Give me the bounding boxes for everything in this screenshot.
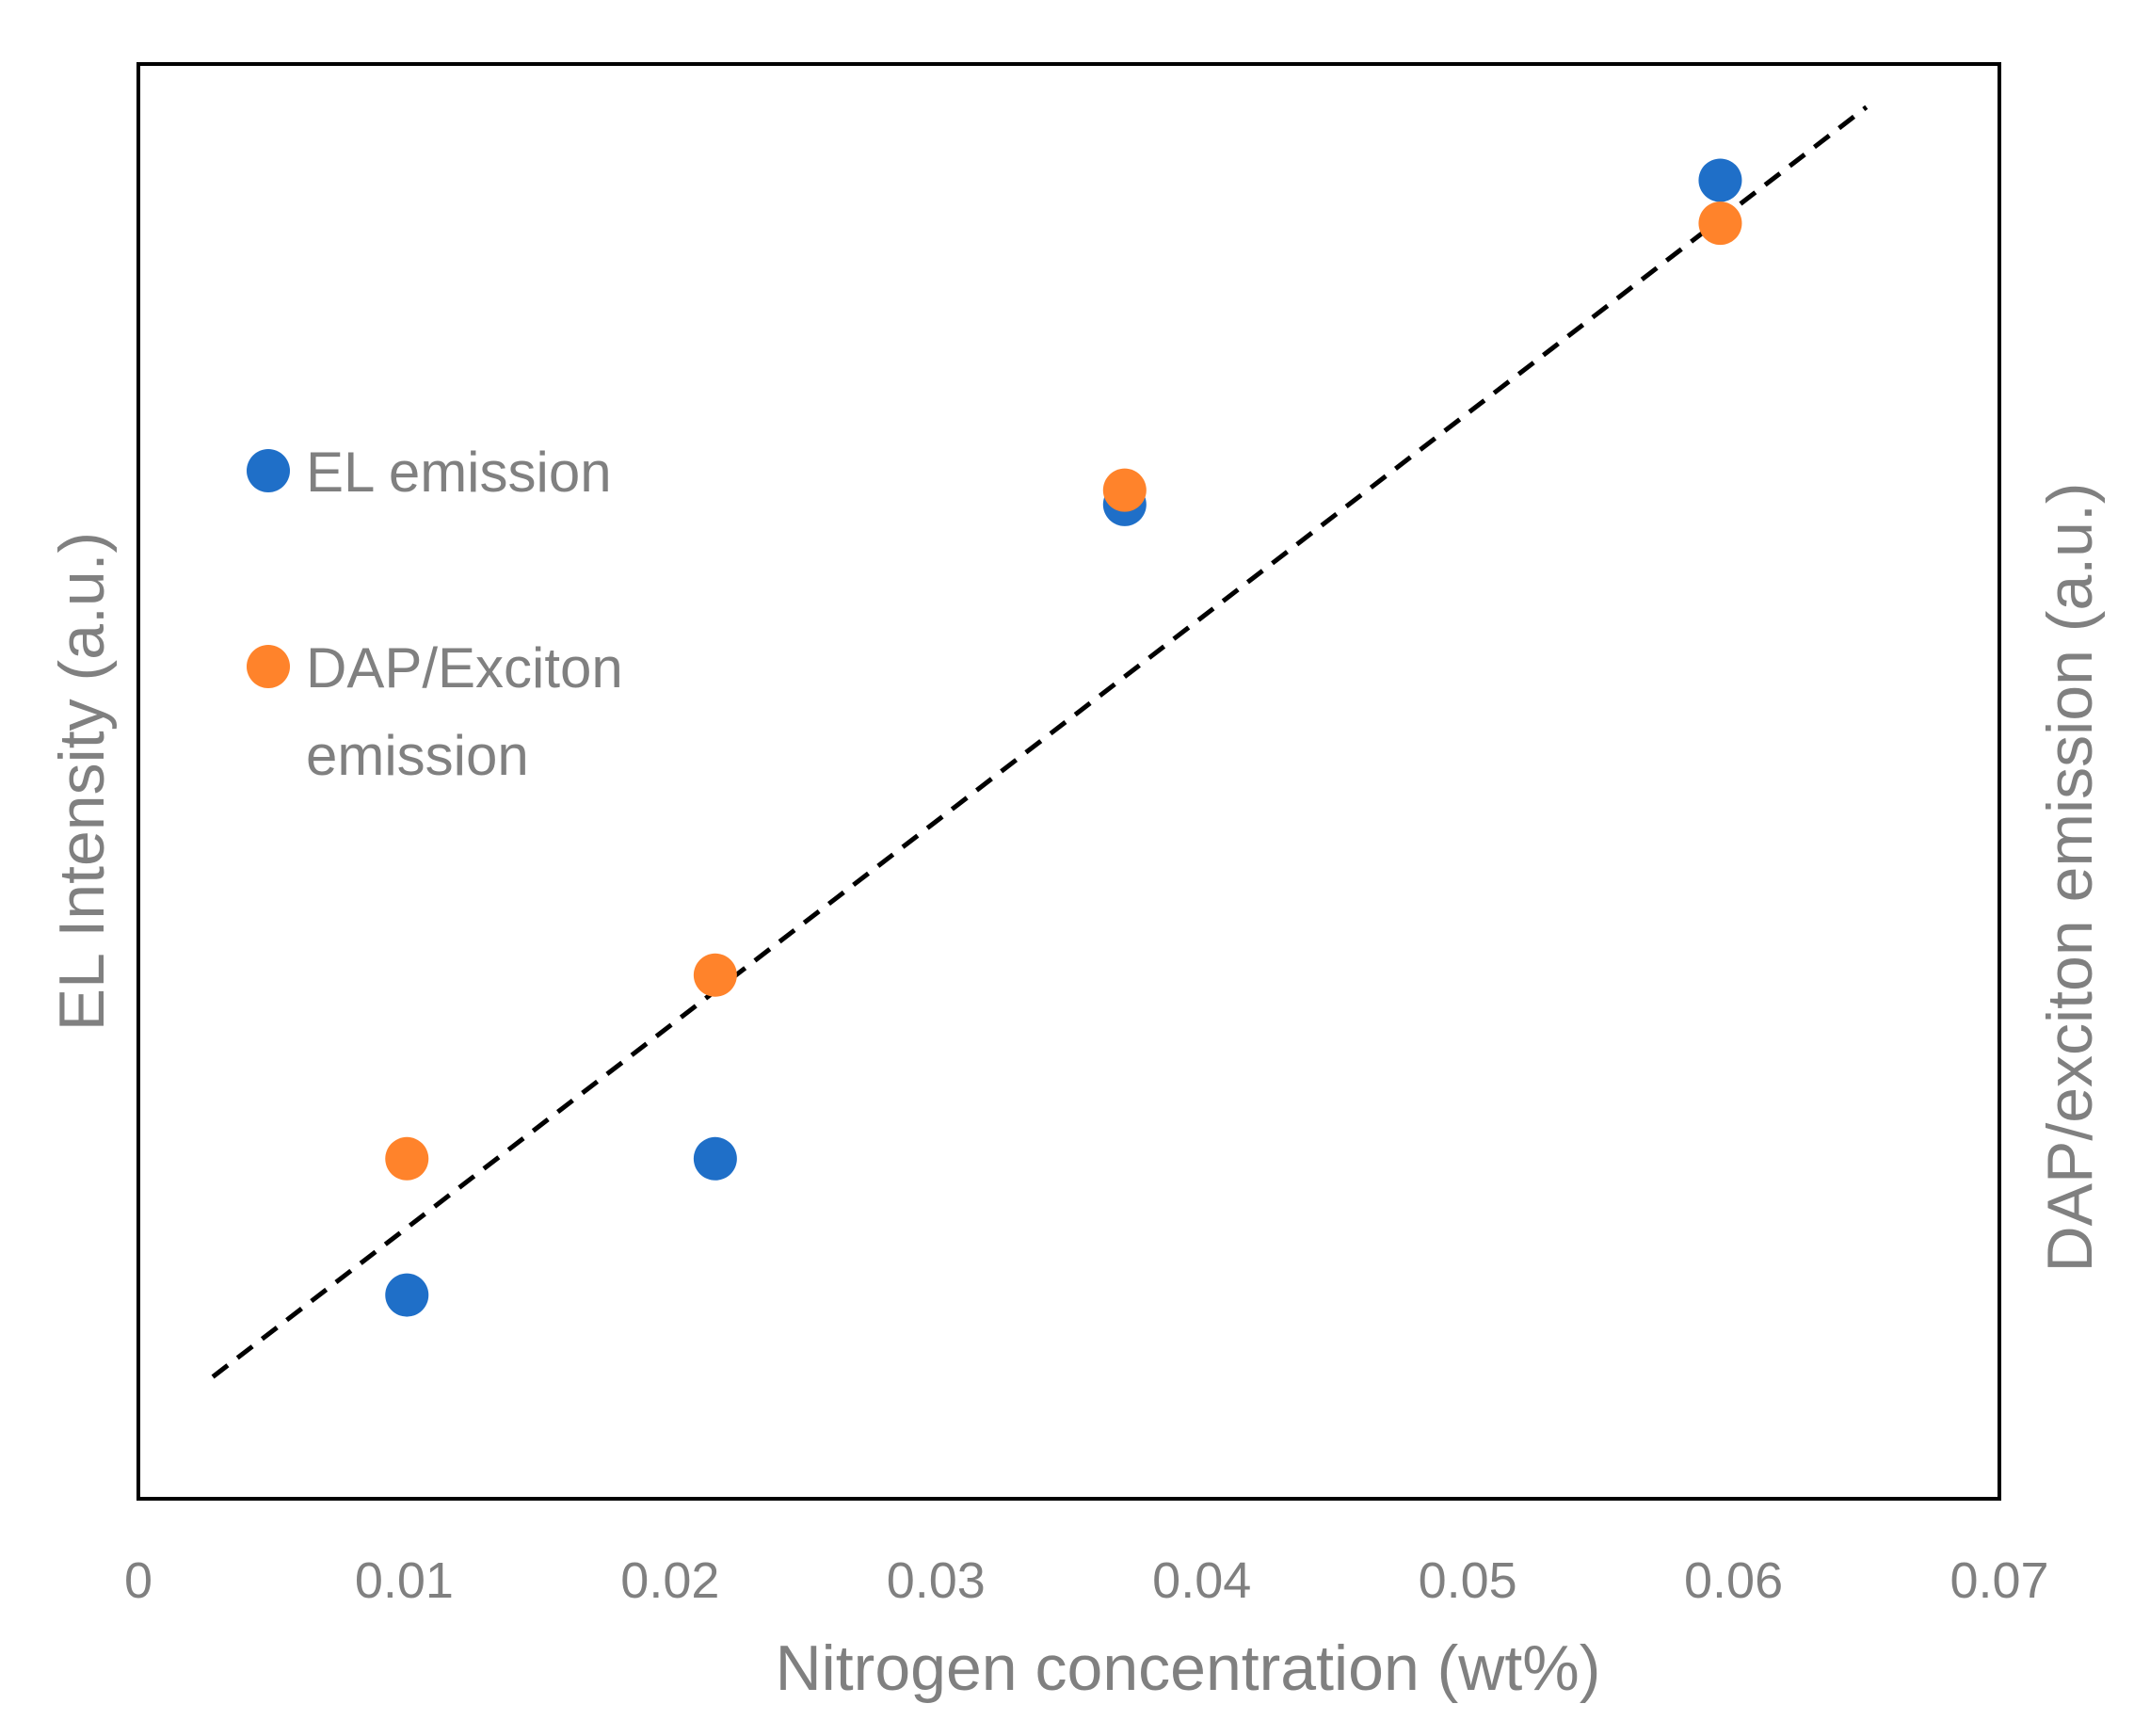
el-emission-point [1698, 158, 1742, 202]
legend-marker [247, 645, 290, 688]
dap-exciton-point [1102, 468, 1147, 512]
dap-exciton-point [693, 953, 737, 997]
x-tick-label: 0.06 [1684, 1552, 1783, 1609]
legend-label: emission [306, 724, 529, 787]
dap-exciton-point [385, 1136, 429, 1181]
dap-exciton-point [1698, 201, 1742, 246]
y-axis-title: EL Intensity (a.u.) [46, 532, 118, 1031]
plot-area [136, 62, 2001, 1501]
y2-axis-title: DAP/exciton emission (a.u.) [2034, 483, 2106, 1273]
x-tick-label: 0.02 [620, 1552, 719, 1609]
trendline [211, 104, 1869, 1379]
el-emission-point [385, 1273, 429, 1317]
x-tick-label: 0.03 [887, 1552, 986, 1609]
x-tick-label: 0.07 [1949, 1552, 2048, 1609]
x-tick-label: 0.01 [355, 1552, 454, 1609]
legend-label: EL emission [306, 441, 612, 504]
x-axis-title: Nitrogen concentration (wt%) [776, 1632, 1601, 1704]
x-tick-label: 0.04 [1152, 1552, 1251, 1609]
legend-marker [247, 449, 290, 492]
x-tick-label: 0 [124, 1552, 152, 1609]
el-emission-point [693, 1136, 737, 1181]
legend-label: DAP/Exciton [306, 636, 623, 699]
x-tick-label: 0.05 [1419, 1552, 1517, 1609]
legend: EL emission DAP/Exciton emission [247, 441, 623, 787]
